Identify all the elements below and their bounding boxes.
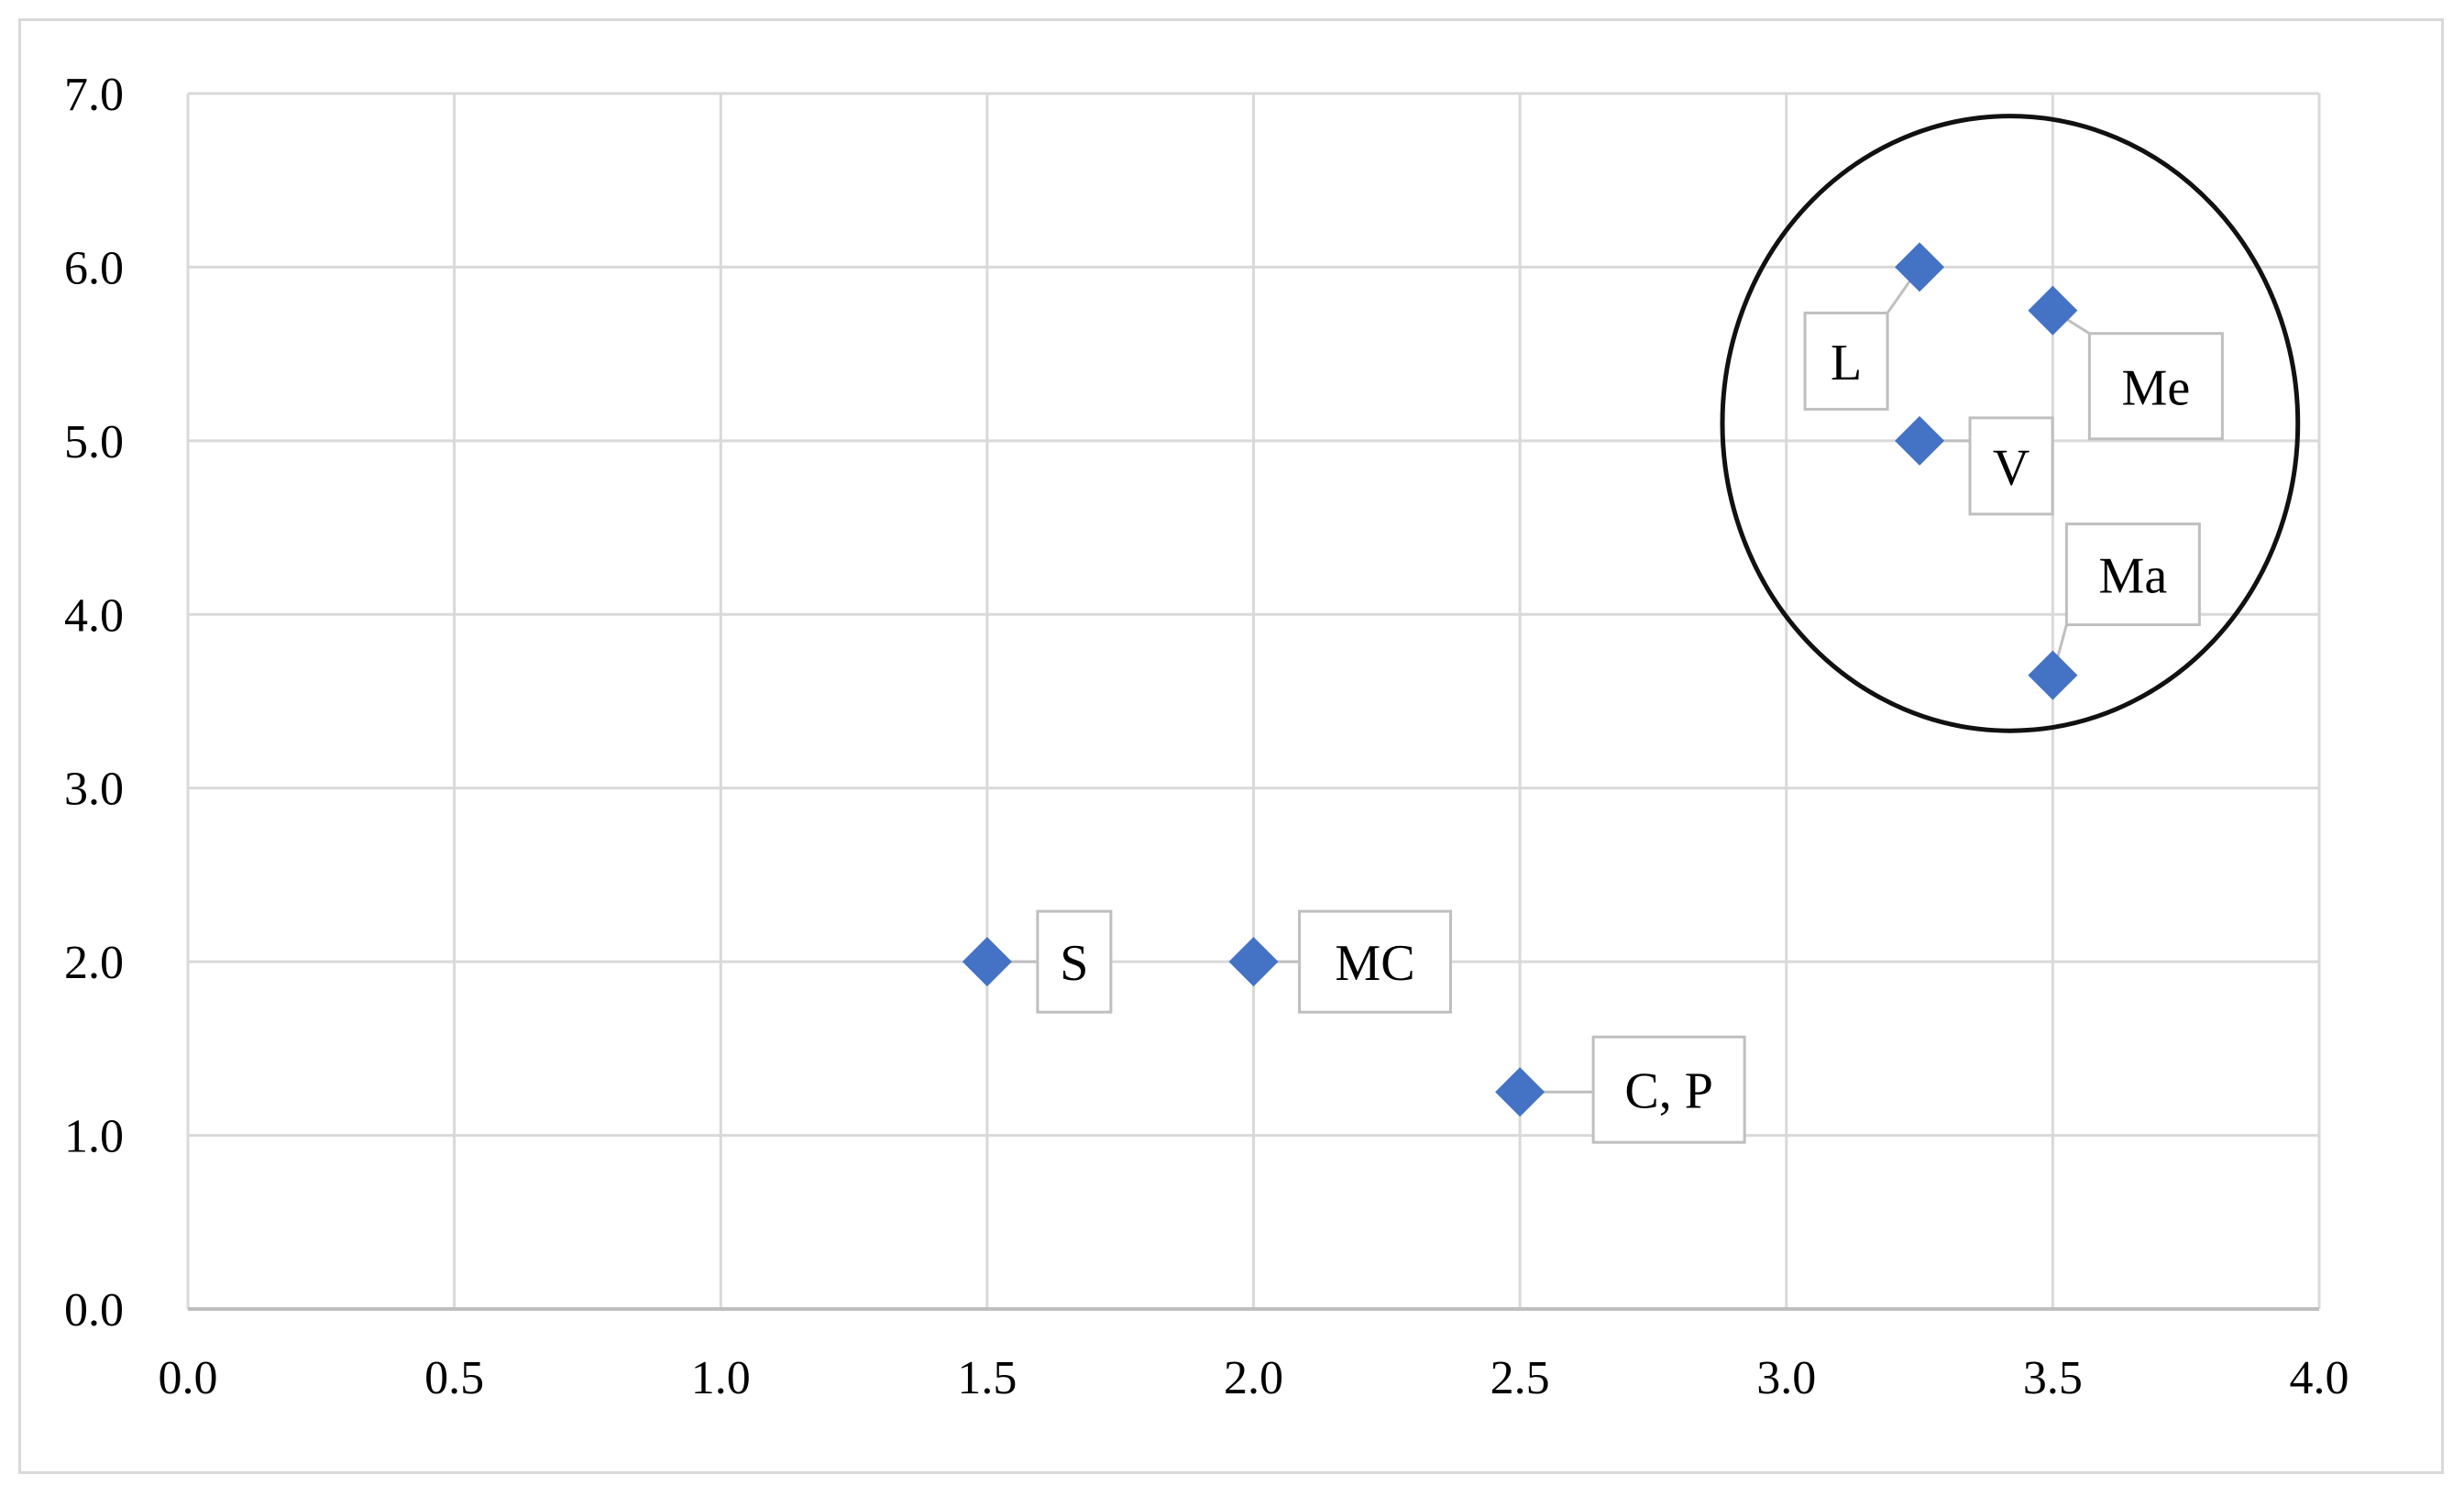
data-label-box xyxy=(1036,909,1113,1014)
annotations xyxy=(1720,114,2301,733)
grid xyxy=(186,92,2321,1311)
data-point-marker xyxy=(1895,415,1945,466)
chart-frame xyxy=(18,18,2444,1474)
data-point-marker xyxy=(1495,1067,1546,1117)
x-tick-label: 4.0 xyxy=(2290,1352,2349,1404)
data-label: V xyxy=(1993,439,2030,496)
x-tick-label: 2.5 xyxy=(1490,1352,1550,1404)
data-label-box xyxy=(2087,332,2224,441)
data-points xyxy=(962,242,2078,1117)
x-tick-label: 1.0 xyxy=(691,1352,751,1404)
data-point-marker xyxy=(2028,650,2078,700)
x-tick-label: 2.0 xyxy=(1224,1352,1283,1404)
data-label: Me xyxy=(2122,359,2191,416)
y-tick-label: 6.0 xyxy=(64,242,124,294)
data-label-box xyxy=(1803,311,1889,411)
x-tick-label: 1.5 xyxy=(957,1352,1017,1404)
axes: 0.0 0.5 1.0 1.5 2.0 2.5 3.0 3.5 4.0 0.0 1.0 2.0 3.0 4… xyxy=(64,69,2349,1404)
y-tick-label: 1.0 xyxy=(64,1111,124,1163)
data-labels: S MC C, P L Me V Ma xyxy=(1036,311,2224,1144)
data-label-box xyxy=(1968,416,2054,516)
data-label: C, P xyxy=(1624,1063,1713,1120)
x-tick-label: 3.5 xyxy=(2023,1352,2083,1404)
y-tick-label: 3.0 xyxy=(64,764,124,816)
data-point-marker xyxy=(1895,242,1945,292)
y-tick-label: 0.0 xyxy=(64,1284,124,1336)
data-point-marker xyxy=(962,937,1012,987)
data-point-marker xyxy=(2028,285,2078,336)
data-label: MC xyxy=(1335,935,1414,992)
data-label-box xyxy=(2064,522,2201,627)
x-tick-label: 3.0 xyxy=(1756,1352,1816,1404)
cluster-ellipse xyxy=(1720,114,2301,733)
data-label: Ma xyxy=(2099,548,2168,605)
x-tick-label: 0.0 xyxy=(159,1352,218,1404)
data-label: S xyxy=(1060,935,1088,992)
data-label: L xyxy=(1831,335,1862,391)
data-label-box xyxy=(1591,1035,1746,1144)
data-point-marker xyxy=(1228,937,1279,987)
data-label-box xyxy=(1298,909,1452,1014)
y-tick-label: 7.0 xyxy=(64,69,124,121)
y-tick-label: 2.0 xyxy=(64,937,124,989)
x-tick-label: 0.5 xyxy=(424,1352,484,1404)
y-tick-label: 4.0 xyxy=(64,589,124,642)
y-tick-label: 5.0 xyxy=(64,416,124,468)
label-leaders xyxy=(986,266,2091,1094)
